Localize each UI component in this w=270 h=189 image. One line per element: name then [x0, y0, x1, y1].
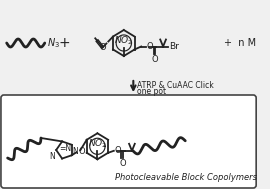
- Text: O: O: [147, 42, 154, 51]
- FancyBboxPatch shape: [1, 95, 256, 188]
- Text: +: +: [59, 36, 70, 50]
- Text: ATRP & CuAAC Click: ATRP & CuAAC Click: [137, 81, 214, 90]
- Text: =N: =N: [59, 144, 71, 153]
- Text: O: O: [115, 146, 122, 155]
- Text: $NO_2$: $NO_2$: [114, 35, 133, 47]
- Text: O: O: [151, 56, 158, 64]
- Text: O: O: [78, 147, 85, 156]
- Text: $NO_2$: $NO_2$: [88, 138, 107, 150]
- Text: O: O: [100, 43, 106, 51]
- Text: one pot: one pot: [137, 87, 166, 95]
- Text: N: N: [73, 147, 78, 156]
- Text: +  n M: + n M: [224, 38, 256, 48]
- Text: Br: Br: [169, 42, 179, 51]
- Text: Photocleavable Block Copolymers: Photocleavable Block Copolymers: [115, 173, 257, 181]
- Text: O: O: [119, 159, 126, 168]
- Text: N: N: [49, 152, 55, 161]
- Text: $N_3$: $N_3$: [47, 36, 60, 50]
